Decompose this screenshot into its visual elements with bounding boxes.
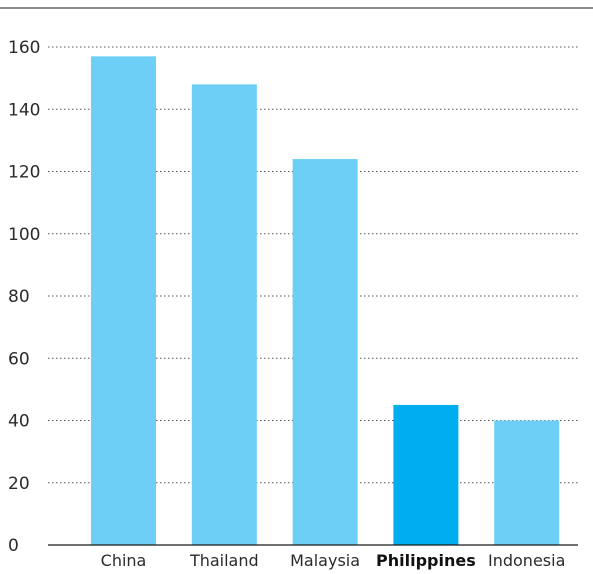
y-tick-label: 100 xyxy=(8,225,40,245)
x-category-label: Thailand xyxy=(189,551,259,570)
y-tick-label: 80 xyxy=(8,287,30,307)
y-tick-label: 160 xyxy=(8,38,40,58)
y-axis-ticks: 0 20 40 60 80 100 120 140 160 xyxy=(8,38,40,556)
bars xyxy=(91,56,560,546)
bar-philippines xyxy=(393,404,459,545)
bar-thailand xyxy=(191,84,257,545)
y-tick-label: 60 xyxy=(8,349,30,369)
bar-china xyxy=(91,56,156,546)
y-tick-label: 140 xyxy=(8,100,40,120)
y-tick-label: 20 xyxy=(8,474,30,494)
x-category-label: Indonesia xyxy=(488,551,565,570)
x-category-label: China xyxy=(101,551,147,570)
y-tick-label: 40 xyxy=(8,412,30,432)
bar-indonesia xyxy=(494,420,560,545)
y-tick-label: 0 xyxy=(8,536,19,556)
x-category-label: Philippines xyxy=(376,551,476,570)
bar-malaysia xyxy=(292,159,358,546)
x-category-label: Malaysia xyxy=(290,551,360,570)
y-tick-label: 120 xyxy=(8,163,40,183)
x-axis-labels: China Thailand Malaysia Philippines Indonesi… xyxy=(101,551,566,570)
